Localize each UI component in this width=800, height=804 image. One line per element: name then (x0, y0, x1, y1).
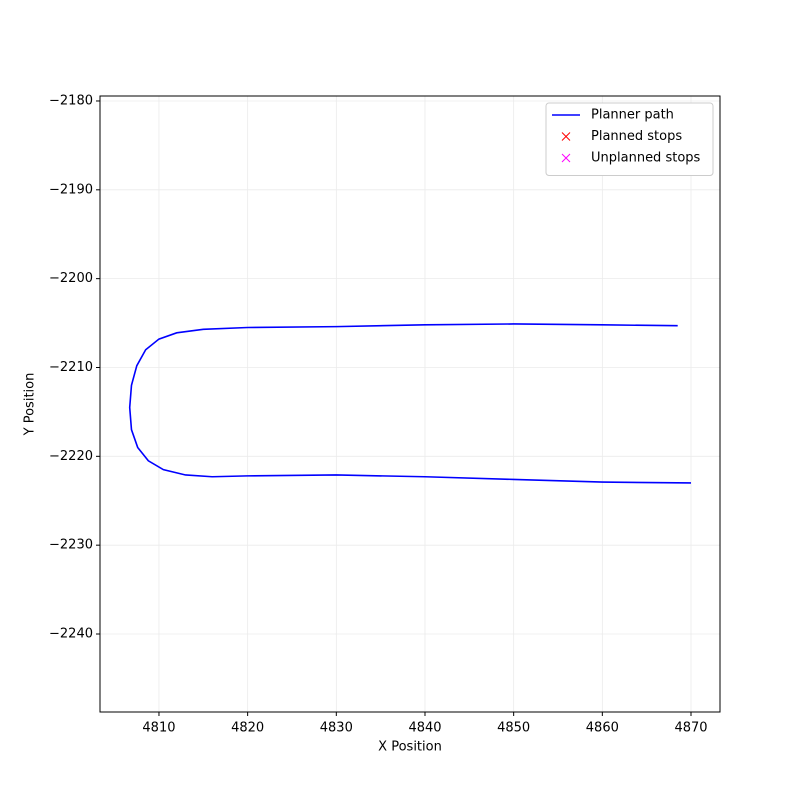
y-axis-label: Y Position (23, 373, 38, 437)
plot-frame (99, 95, 721, 713)
y-tick-label: −2240 (49, 627, 93, 642)
y-tick-label: −2180 (49, 93, 93, 108)
x-tick-label: 4820 (231, 721, 264, 736)
legend-marker (561, 132, 571, 141)
y-tick-label: −2210 (49, 360, 93, 375)
x-tick-label: 4830 (320, 721, 353, 736)
x-tick-label: 4850 (497, 721, 530, 736)
legend-label: Unplanned stops (591, 151, 701, 166)
x-tick-label: 4870 (674, 721, 707, 736)
y-tick-label: −2220 (49, 449, 93, 464)
legend-marker (561, 153, 571, 163)
x-tick-label: 4860 (586, 721, 619, 736)
x-tick-label: 4810 (142, 721, 175, 736)
x-tick-label: 4840 (408, 721, 441, 736)
legend-label: Planner path (591, 108, 674, 123)
planner-path (128, 323, 692, 484)
y-tick-label: −2190 (49, 182, 93, 197)
legend-box (545, 102, 714, 176)
x-axis-label: X Position (378, 740, 442, 755)
y-tick-label: −2230 (49, 538, 93, 553)
y-tick-label: −2200 (49, 271, 93, 286)
legend-label: Planned stops (591, 129, 682, 144)
